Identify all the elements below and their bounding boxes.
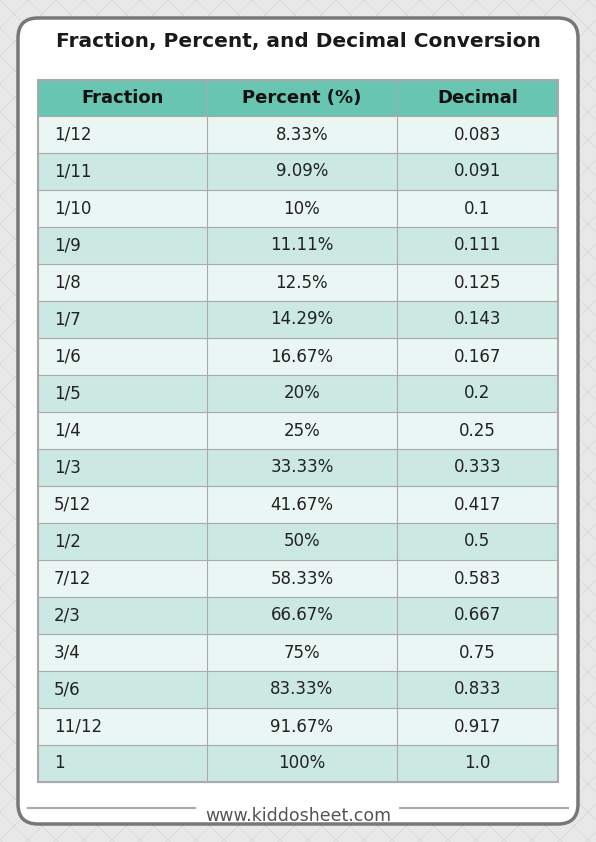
Text: 91.67%: 91.67% (271, 717, 333, 736)
Text: 14.29%: 14.29% (271, 311, 334, 328)
Text: 7/12: 7/12 (54, 569, 91, 588)
Bar (38, 745, 558, 782)
Bar (38, 560, 558, 597)
Text: 11.11%: 11.11% (270, 237, 334, 254)
Text: 0.583: 0.583 (454, 569, 501, 588)
Text: 1/5: 1/5 (54, 385, 80, 402)
Text: 0.1: 0.1 (464, 200, 491, 217)
Bar (38, 449, 558, 486)
Text: 50%: 50% (284, 532, 320, 551)
Text: 16.67%: 16.67% (271, 348, 333, 365)
Text: 0.125: 0.125 (454, 274, 501, 291)
Text: 5/12: 5/12 (54, 495, 91, 514)
Bar (38, 80, 558, 782)
Text: 0.417: 0.417 (454, 495, 501, 514)
Text: 66.67%: 66.67% (271, 606, 333, 625)
Bar (38, 153, 558, 190)
Text: 1/4: 1/4 (54, 422, 80, 440)
Text: 9.09%: 9.09% (276, 163, 328, 180)
Text: 3/4: 3/4 (54, 643, 80, 662)
Bar (38, 634, 558, 671)
Text: 1/10: 1/10 (54, 200, 91, 217)
Text: 0.75: 0.75 (459, 643, 496, 662)
Text: Decimal: Decimal (437, 89, 518, 107)
Text: 1.0: 1.0 (464, 754, 491, 772)
Text: 20%: 20% (284, 385, 320, 402)
Text: 100%: 100% (278, 754, 325, 772)
Bar (38, 116, 558, 153)
Text: 25%: 25% (284, 422, 320, 440)
Bar (38, 671, 558, 708)
Text: Fraction: Fraction (81, 89, 164, 107)
Bar (38, 375, 558, 412)
Text: 0.917: 0.917 (454, 717, 501, 736)
Text: 1/3: 1/3 (54, 459, 81, 477)
Text: 10%: 10% (284, 200, 320, 217)
Text: Fraction, Percent, and Decimal Conversion: Fraction, Percent, and Decimal Conversio… (55, 33, 541, 51)
Text: 1/6: 1/6 (54, 348, 80, 365)
Text: 1/7: 1/7 (54, 311, 80, 328)
Text: 2/3: 2/3 (54, 606, 81, 625)
Bar (38, 523, 558, 560)
Text: 0.333: 0.333 (454, 459, 501, 477)
Text: 0.167: 0.167 (454, 348, 501, 365)
Text: 1: 1 (54, 754, 64, 772)
Text: 83.33%: 83.33% (270, 680, 334, 699)
Text: Percent (%): Percent (%) (242, 89, 362, 107)
Text: 12.5%: 12.5% (275, 274, 328, 291)
Text: 75%: 75% (284, 643, 320, 662)
Bar (38, 338, 558, 375)
Bar (38, 597, 558, 634)
Text: 0.143: 0.143 (454, 311, 501, 328)
Text: 0.091: 0.091 (454, 163, 501, 180)
Text: 58.33%: 58.33% (271, 569, 334, 588)
Text: 0.833: 0.833 (454, 680, 501, 699)
Text: 1/11: 1/11 (54, 163, 92, 180)
Text: 8.33%: 8.33% (275, 125, 328, 143)
Text: 11/12: 11/12 (54, 717, 102, 736)
Bar (38, 486, 558, 523)
Bar (38, 264, 558, 301)
Text: 41.67%: 41.67% (271, 495, 333, 514)
Bar (38, 227, 558, 264)
Text: www.kiddosheet.com: www.kiddosheet.com (205, 807, 391, 825)
Text: 1/9: 1/9 (54, 237, 80, 254)
Text: 33.33%: 33.33% (270, 459, 334, 477)
Text: 0.667: 0.667 (454, 606, 501, 625)
Bar (38, 190, 558, 227)
FancyBboxPatch shape (18, 18, 578, 824)
Bar (38, 80, 558, 116)
Text: 0.25: 0.25 (459, 422, 496, 440)
Text: 0.111: 0.111 (454, 237, 501, 254)
Text: 0.2: 0.2 (464, 385, 491, 402)
Bar (38, 412, 558, 449)
Bar (38, 708, 558, 745)
Text: 0.083: 0.083 (454, 125, 501, 143)
Text: 1/12: 1/12 (54, 125, 92, 143)
Text: 0.5: 0.5 (464, 532, 491, 551)
Bar (38, 301, 558, 338)
Text: 1/2: 1/2 (54, 532, 81, 551)
Text: 1/8: 1/8 (54, 274, 80, 291)
Text: 5/6: 5/6 (54, 680, 80, 699)
